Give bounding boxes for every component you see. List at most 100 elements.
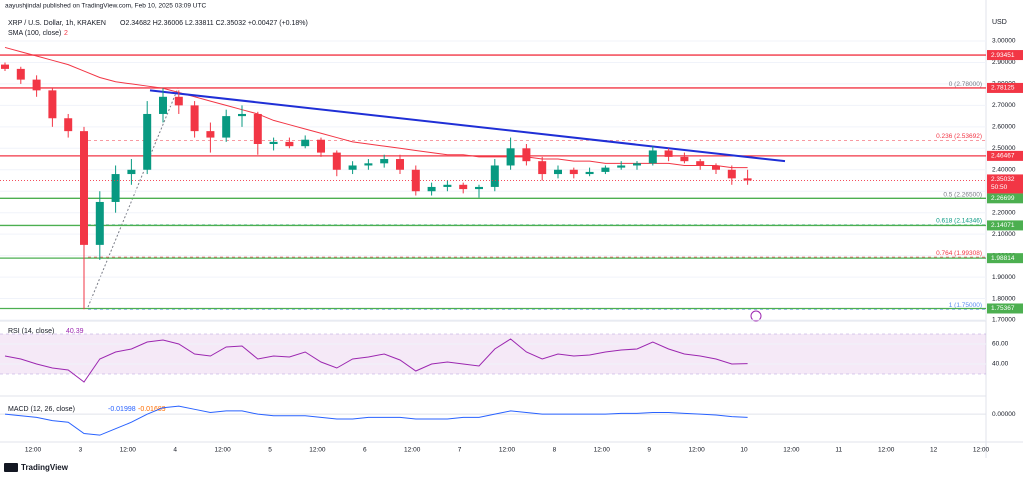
y-tick-label: 2.50000 [992, 145, 1016, 152]
candle-body [332, 152, 341, 170]
level-label: 2.93451 [991, 52, 1015, 59]
level-label: 2.78125 [991, 85, 1015, 92]
candle-body [48, 90, 57, 119]
candle-body [601, 167, 610, 172]
level-tag [987, 193, 1023, 204]
candle-body [443, 184, 452, 187]
level-tag [987, 220, 1023, 231]
candle-body [95, 201, 104, 245]
x-tick-label: 12:00 [688, 447, 705, 454]
candle-body [16, 68, 25, 80]
candle-body [617, 165, 626, 168]
symbol-title: XRP / U.S. Dollar, 1h, KRAKEN [8, 20, 106, 27]
candle-body [522, 148, 531, 162]
trendline [149, 89, 786, 163]
macd-name: MACD (12, 26, close) [8, 406, 75, 413]
candle-body [396, 159, 404, 170]
fib-label: 0.236 (2.53692) [936, 133, 982, 140]
candle-body [585, 171, 594, 175]
level-label: 2.46467 [991, 153, 1015, 160]
rsi-tick-label: 60.00 [992, 341, 1009, 348]
macd-value: -0.01998 [108, 406, 136, 413]
rsi-tick-label: 40.00 [992, 361, 1009, 368]
brand-logo [4, 463, 18, 472]
sma-line [4, 46, 748, 169]
level-label: 1.98814 [991, 255, 1015, 262]
x-tick-label: 8 [553, 447, 557, 454]
x-tick-label: 4 [173, 447, 177, 454]
candle-body [380, 159, 389, 164]
fib-label: 0 (2.78000) [949, 81, 982, 88]
level-tag [987, 253, 1023, 264]
candle-body [64, 118, 73, 132]
x-tick-label: 9 [647, 447, 651, 454]
candle-body [1, 64, 9, 69]
brand: TradingView [21, 463, 69, 472]
level-tag [987, 303, 1023, 314]
x-tick-label: 12:00 [499, 447, 516, 454]
candle-body [222, 116, 231, 138]
fib-label: 0.764 (1.99308) [936, 250, 982, 257]
x-tick-label: 12:00 [973, 447, 990, 454]
rsi-band [0, 334, 986, 374]
x-tick-label: 12:00 [594, 447, 611, 454]
fib-label: 0.5 (2.26500) [943, 191, 982, 198]
rsi-name: RSI (14, close) [8, 328, 54, 335]
candle-body [364, 163, 373, 166]
candle-body [506, 148, 515, 166]
x-tick-label: 12:00 [214, 447, 231, 454]
candle-body [696, 161, 705, 166]
candle-body [743, 178, 752, 181]
x-tick-label: 7 [458, 447, 462, 454]
current-price-label: 2.35032 [991, 176, 1015, 183]
publisher: aayushjindal published on TradingView.co… [5, 3, 206, 10]
sma-value: 2 [64, 30, 68, 37]
level-tag [987, 82, 1023, 93]
candle-body [348, 165, 357, 170]
x-tick-label: 10 [740, 447, 748, 454]
sma-name: SMA (100, close) [8, 30, 61, 37]
y-tick-label: 1.90000 [992, 274, 1016, 281]
y-tick-label: 2.90000 [992, 59, 1016, 66]
rsi-value: 40.39 [66, 328, 84, 335]
candle-body [111, 174, 120, 202]
y-tick-label: 2.60000 [992, 124, 1016, 131]
x-tick-label: 12:00 [878, 447, 895, 454]
fib-label: 1 (1.75000) [949, 302, 982, 309]
candle-body [159, 96, 167, 114]
y-tick-label: 1.80000 [992, 295, 1016, 302]
candle-body [127, 169, 136, 175]
candle-body [475, 186, 483, 190]
rsi-line [4, 338, 748, 383]
candle-body [269, 141, 278, 145]
level-tag [987, 150, 1023, 161]
candle-body [664, 150, 673, 157]
x-tick-label: 12:00 [120, 447, 137, 454]
x-tick-label: 12:00 [404, 447, 421, 454]
level-label: 2.26699 [991, 195, 1015, 202]
y-tick-label: 2.40000 [992, 166, 1016, 173]
level-label: 2.14071 [991, 222, 1015, 229]
candle-body [190, 105, 199, 132]
x-tick-label: 5 [268, 447, 272, 454]
current-price-tag [987, 174, 1023, 194]
candle-body [143, 113, 152, 170]
candle-body [727, 169, 736, 179]
ohlc-header: O2.34682 H2.36006 L2.33811 C2.35032 +0.0… [120, 20, 308, 27]
level-tag [987, 50, 1023, 61]
candle-body [712, 165, 720, 170]
candle-body [80, 131, 88, 245]
candle-body [411, 169, 420, 192]
macd-tick-label: 0.00000 [992, 411, 1016, 418]
countdown: 50:50 [991, 184, 1008, 191]
macd-signal-value: -0.01689 [138, 406, 166, 413]
level-label: 1.75367 [991, 305, 1015, 312]
y-tick-label: 2.10000 [992, 231, 1016, 238]
macd-line [4, 405, 748, 436]
candle-body [569, 169, 578, 175]
candle-body [538, 161, 547, 175]
x-tick-label: 12:00 [309, 447, 326, 454]
candle-body [206, 131, 215, 138]
